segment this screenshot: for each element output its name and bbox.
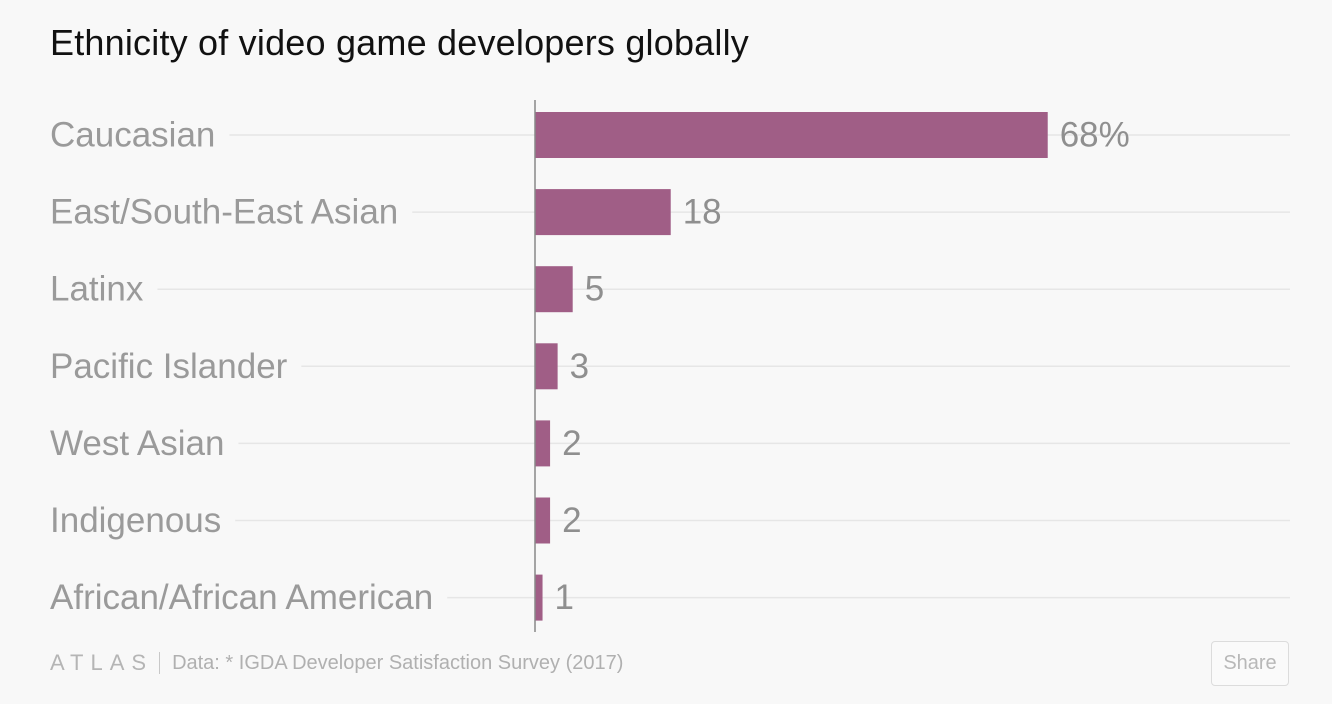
data-source: Data: * IGDA Developer Satisfaction Surv… [172, 651, 624, 674]
share-button[interactable]: Share [1211, 641, 1289, 686]
value-label: 3 [570, 347, 589, 386]
bar [535, 497, 551, 544]
value-label: 68% [1060, 116, 1130, 155]
footer: ATLAS Data: * IGDA Developer Satisfactio… [50, 650, 623, 676]
category-label: Caucasian [50, 116, 215, 155]
value-label: 2 [562, 501, 581, 540]
atlas-logo[interactable]: ATLAS [50, 650, 154, 675]
bar [535, 266, 573, 313]
bar [535, 574, 543, 621]
footer-divider [159, 652, 161, 674]
category-label: Indigenous [50, 501, 221, 540]
value-label: 18 [683, 193, 722, 232]
category-label: Pacific Islander [50, 347, 288, 386]
bar [535, 189, 671, 236]
bar [535, 420, 551, 467]
value-label: 1 [555, 578, 574, 617]
category-label: African/African American [50, 578, 433, 617]
bar-chart: Caucasian 68% East/South-East Asian 18 Latin… [50, 100, 1290, 632]
value-label: 5 [585, 270, 604, 309]
category-label: Latinx [50, 270, 144, 309]
value-label: 2 [562, 424, 581, 463]
category-label: West Asian [50, 424, 224, 463]
bar [535, 343, 558, 390]
category-label: East/South-East Asian [50, 193, 398, 232]
bar [535, 112, 1048, 158]
chart-title: Ethnicity of video game developers globa… [50, 22, 749, 63]
